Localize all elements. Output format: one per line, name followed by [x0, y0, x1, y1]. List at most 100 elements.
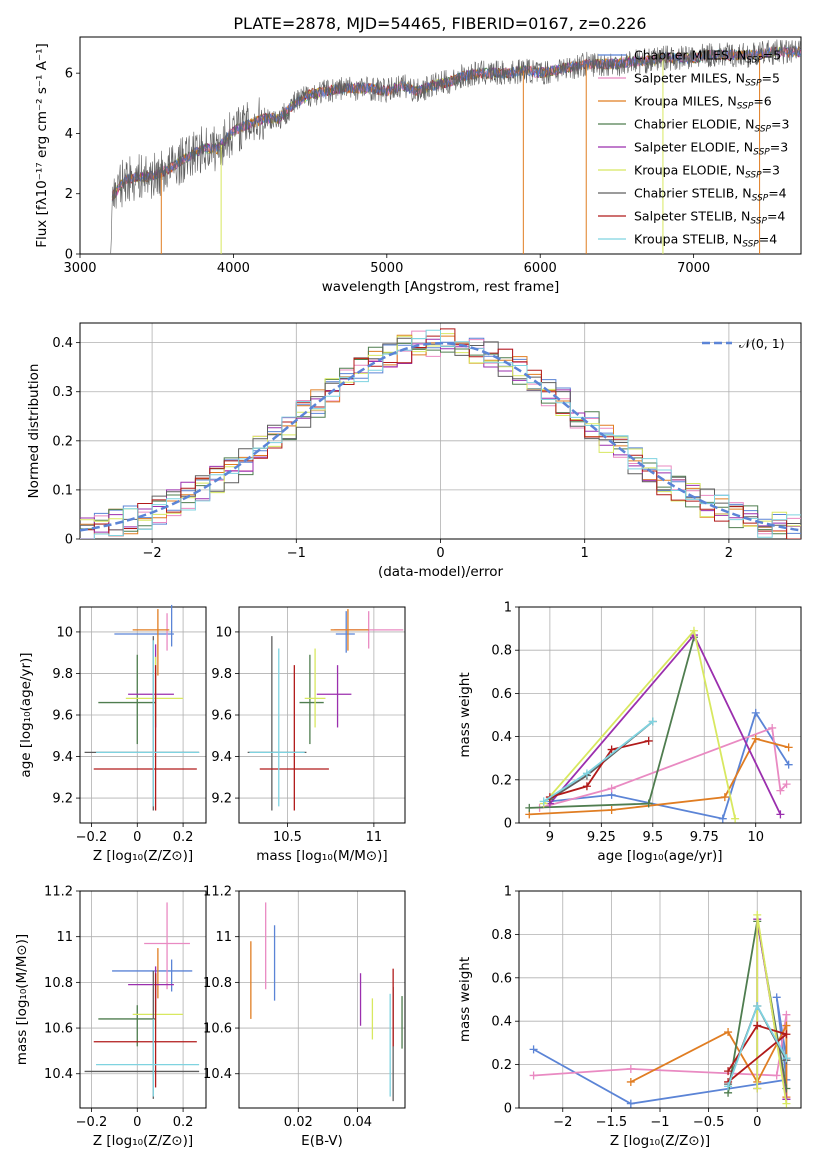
y-tick-label: 9.4: [52, 750, 73, 765]
legend-label-main: Salpeter ELODIE, N: [634, 140, 753, 155]
weight-point: [753, 1084, 762, 1093]
residuals-panel: −2 −1 0 1 2 0 0.1 0.2 0.3 0.4 (data-model)/error No…: [26, 322, 802, 580]
legend-label-main: Kroupa MILES, N: [634, 94, 737, 109]
residual-histogram: [80, 328, 801, 539]
legend-label-end: =3: [770, 140, 788, 155]
legend-label-end: =3: [771, 117, 789, 132]
y-tick-label: 9.8: [52, 667, 73, 682]
x-axis-label: Z [log₁₀(Z/Z⊙)]: [93, 848, 193, 864]
x-axis-label: Z [log₁₀(Z/Z⊙)]: [93, 1133, 193, 1149]
y-tick-label: 0: [65, 533, 73, 548]
y-tick-label: 0.6: [491, 687, 512, 702]
y-tick-label: 0: [65, 248, 73, 263]
weight-point: [689, 626, 698, 635]
y-tick-label: 1: [504, 885, 512, 900]
weight-point: [720, 793, 729, 802]
x-tick-label: 0: [436, 546, 444, 561]
weight-point: [529, 1045, 538, 1054]
y-tick-label: 11: [215, 930, 232, 945]
legend-label-sub: SSP: [745, 79, 762, 89]
weight-point: [782, 1010, 791, 1019]
x-tick-label: −0.5: [693, 1115, 725, 1130]
legend-entry: Chabrier MILES, NSSP=5: [634, 48, 781, 66]
y-tick-label: 10.6: [203, 1022, 232, 1037]
weight-line: [539, 726, 788, 809]
y-axis-label: Normed distribution: [26, 364, 42, 499]
y-tick-label: 0.4: [491, 730, 512, 745]
weight-point: [782, 1030, 791, 1039]
x-tick-label: 6000: [524, 261, 557, 276]
x-tick-label: −0.2: [76, 1115, 108, 1130]
x-axis-label: age [log₁₀(age/yr)]: [597, 848, 722, 864]
weight-point: [731, 814, 740, 823]
legend-entry: Chabrier STELIB, NSSP=4: [634, 186, 787, 204]
plot-frame: [79, 36, 802, 255]
legend-label-main: Chabrier STELIB, N: [634, 186, 752, 201]
legend-entry: Kroupa ELODIE, NSSP=3: [634, 163, 780, 181]
y-axis-label: mass weight: [457, 672, 473, 757]
grid-lines: [239, 607, 405, 823]
y-tick-label: 10.8: [203, 976, 232, 991]
weight-point: [582, 769, 591, 778]
spectrum-panel: 3000 4000 5000 6000 7000 0 2 4 6 wavelength [Angs…: [34, 36, 802, 295]
weight-point: [607, 784, 616, 793]
legend-label-main: Chabrier ELODIE, N: [634, 117, 754, 132]
y-tick-label: 10: [215, 625, 232, 640]
spectrum-lines: [110, 39, 801, 254]
y-tick-label: 4: [65, 127, 73, 142]
weight-point: [724, 1028, 733, 1037]
x-tick-label: −2: [553, 1115, 572, 1130]
weight-point: [782, 1054, 791, 1063]
legend-label-sub: SSP: [746, 56, 763, 66]
weight-point: [607, 806, 616, 815]
plot-frame: [79, 890, 207, 1109]
weight-line: [549, 740, 649, 798]
chart-title: PLATE=2878, MJD=54465, FIBERID=0167, z=0…: [233, 14, 646, 33]
y-tick-label: 0.4: [491, 1015, 512, 1030]
y-tick-label: 10: [56, 625, 73, 640]
normal-curve: [80, 341, 801, 532]
x-tick-label: 0.2: [173, 1115, 194, 1130]
legend-label-sub: SSP: [742, 240, 759, 250]
histograms: [80, 328, 801, 539]
grid-lines: [239, 890, 405, 1108]
weight-point: [626, 1064, 635, 1073]
y-tick-label: 0.2: [491, 1058, 512, 1073]
weight-point: [753, 1002, 762, 1011]
grid-lines: [80, 890, 206, 1108]
error-bars: [247, 609, 404, 811]
y-tick-label: 10.6: [44, 1022, 73, 1037]
x-tick-label: 0.04: [343, 1115, 372, 1130]
weight-point: [753, 1021, 762, 1030]
x-tick-label: 0: [753, 1115, 761, 1130]
x-tick-label: 9.75: [690, 830, 719, 845]
weight-point: [644, 799, 653, 808]
x-tick-label: 2: [725, 546, 733, 561]
legend-label-main: Salpeter STELIB, N: [634, 209, 750, 224]
x-tick-label: 10.5: [273, 830, 302, 845]
error-bars: [84, 902, 200, 1099]
weight-point: [718, 814, 727, 823]
y-tick-label: 9.6: [52, 709, 73, 724]
x-tick-label: 4000: [217, 261, 250, 276]
y-tick-label: 0.8: [491, 644, 512, 659]
legend-entry: 𝒩(0, 1): [739, 336, 785, 351]
x-tick-label: 0.2: [173, 830, 194, 845]
legend-label-end: =3: [762, 163, 780, 178]
legend-label-main: Chabrier MILES, N: [634, 48, 746, 63]
weight-point: [784, 743, 793, 752]
legend-entry: Kroupa MILES, NSSP=6: [634, 94, 772, 112]
x-tick-label: −1: [287, 546, 306, 561]
error-bars: [84, 604, 200, 811]
legend-label-sub: SSP: [753, 148, 770, 158]
y-tick-label: 1: [504, 601, 512, 616]
legend-label-end: =5: [762, 71, 780, 86]
plot-frame: [518, 890, 802, 1109]
legend-entry: Chabrier ELODIE, NSSP=3: [634, 117, 789, 135]
legend-label-sub: SSP: [754, 125, 771, 135]
legend-label-sub: SSP: [737, 102, 754, 112]
x-tick-label: 0.02: [284, 1115, 313, 1130]
legend-label-main: Kroupa STELIB, N: [634, 232, 742, 247]
